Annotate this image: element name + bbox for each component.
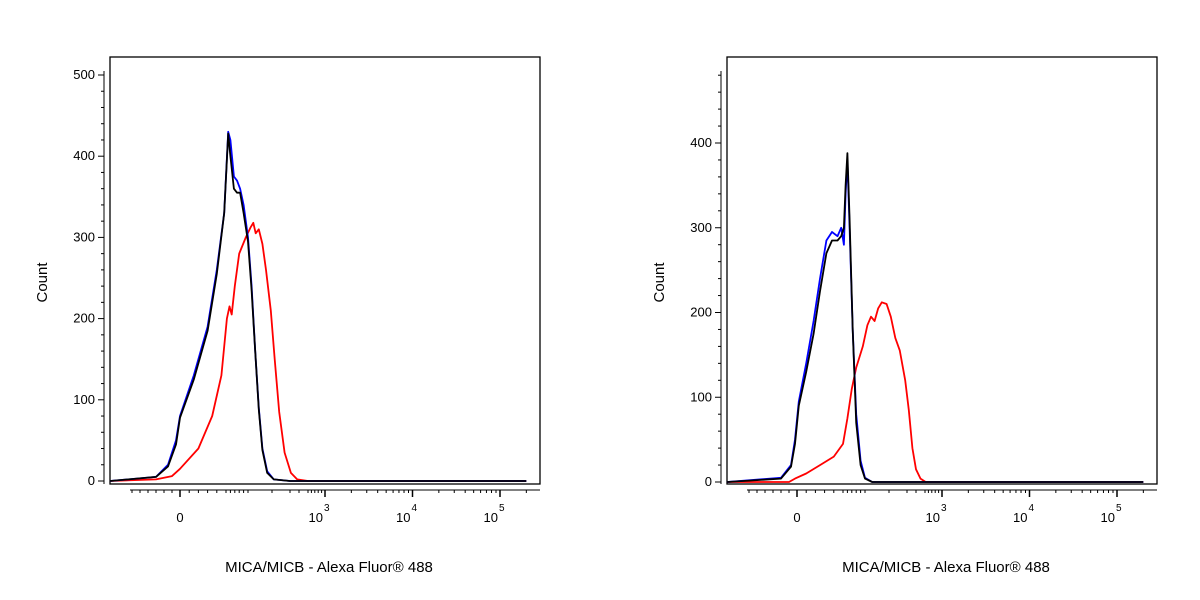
x-tick-label: 0	[176, 510, 183, 525]
y-tick-label: 200	[690, 305, 712, 320]
x-tick-label: 103	[308, 503, 329, 525]
y-axis-title: Count	[34, 262, 51, 303]
x-tick-base: 10	[1013, 510, 1027, 525]
x-tick-exponent: 5	[499, 503, 505, 514]
x-tick-exponent: 3	[324, 503, 330, 514]
y-tick-label: 100	[73, 392, 95, 407]
y-tick-label: 300	[73, 229, 95, 244]
x-axis-title: MICA/MICB - Alexa Fluor® 488	[225, 559, 433, 576]
x-tick-exponent: 4	[1028, 503, 1034, 514]
x-tick-label: 0	[793, 510, 800, 525]
y-tick-label: 400	[690, 135, 712, 150]
y-tick-label: 200	[73, 311, 95, 326]
y-tick-label: 500	[73, 67, 95, 82]
x-tick-exponent: 4	[411, 503, 417, 514]
x-tick-base: 0	[793, 510, 800, 525]
histogram-series-black	[726, 152, 1144, 483]
histogram-series-red	[109, 221, 527, 482]
plot-frame	[726, 56, 1158, 485]
x-tick-exponent: 3	[941, 503, 947, 514]
histogram-series-blue	[109, 130, 527, 482]
x-tick-exponent: 5	[1116, 503, 1122, 514]
x-tick-label: 104	[396, 503, 417, 525]
x-tick-label: 105	[483, 503, 504, 525]
histogram-series-black	[109, 132, 527, 482]
x-tick-base: 10	[1100, 510, 1114, 525]
y-tick-label: 0	[88, 473, 95, 488]
plot-frame	[109, 56, 541, 485]
x-tick-base: 10	[396, 510, 410, 525]
x-tick-label: 104	[1013, 503, 1034, 525]
x-tick-base: 10	[308, 510, 322, 525]
x-axis-title: MICA/MICB - Alexa Fluor® 488	[842, 559, 1050, 576]
histogram-series-red	[727, 301, 1144, 483]
histogram-series-blue	[726, 159, 1144, 483]
y-tick-label: 0	[705, 474, 712, 489]
x-tick-base: 0	[176, 510, 183, 525]
y-tick-label: 400	[73, 148, 95, 163]
x-tick-label: 103	[925, 503, 946, 525]
x-tick-label: 105	[1100, 503, 1121, 525]
y-tick-label: 300	[690, 220, 712, 235]
x-tick-base: 10	[483, 510, 497, 525]
y-axis-title: Count	[651, 262, 668, 303]
x-tick-base: 10	[925, 510, 939, 525]
y-tick-label: 100	[690, 389, 712, 404]
